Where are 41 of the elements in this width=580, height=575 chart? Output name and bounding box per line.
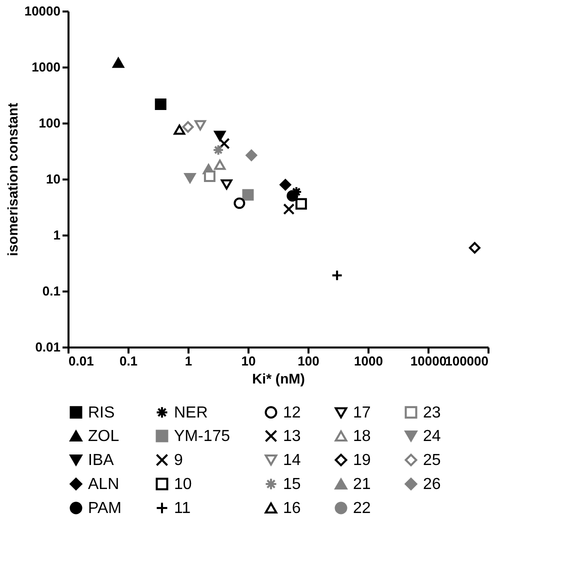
legend-label: NER — [174, 404, 208, 422]
legend-label: 26 — [423, 476, 441, 493]
x-tick-label: 1 — [184, 354, 192, 368]
legend-label: 13 — [283, 428, 301, 445]
y-tick-label: 10 — [46, 172, 60, 186]
y-tick-label: 10000 — [24, 4, 60, 18]
legend-label: 18 — [353, 428, 371, 445]
legend-label: 16 — [283, 500, 301, 517]
y-tick-label: 100 — [38, 116, 60, 130]
legend-label: 9 — [174, 452, 183, 469]
y-tick-label: 0.1 — [42, 284, 60, 298]
y-axis-title: isomerisation constant — [4, 102, 20, 256]
legend-label: 10 — [174, 476, 192, 493]
legend-label: ALN — [88, 476, 120, 493]
y-tick-label: 0.01 — [35, 340, 60, 354]
legend-label: RIS — [88, 404, 115, 422]
x-tick-label: 100000 — [445, 354, 488, 368]
legend-label: 14 — [283, 452, 301, 469]
y-tick-label: 1 — [53, 228, 60, 242]
legend-label: 19 — [353, 452, 371, 469]
x-axis-title: Ki* (nM) — [252, 370, 305, 386]
legend-label: 23 — [423, 404, 441, 422]
legend-label: 22 — [353, 500, 371, 517]
legend-label: 17 — [353, 404, 371, 422]
x-tick-label: 0.1 — [119, 354, 138, 368]
legend-label: 15 — [283, 476, 301, 493]
x-tick-label: 10000 — [410, 354, 447, 368]
x-tick-label: 0.01 — [68, 354, 94, 368]
x-tick-label: 100 — [298, 354, 320, 368]
legend-label: IBA — [88, 452, 114, 469]
legend-label: 21 — [353, 476, 371, 493]
legend-label: ZOL — [88, 428, 120, 445]
y-tick-label: 1000 — [32, 60, 60, 74]
legend-label: PAM — [88, 500, 122, 517]
legend-label: 12 — [283, 404, 301, 422]
x-tick-label: 10 — [241, 354, 256, 368]
x-tick-label: 1000 — [354, 354, 383, 368]
legend-label: 24 — [423, 428, 441, 445]
legend-label: 11 — [174, 500, 191, 517]
legend-label: 25 — [423, 452, 441, 469]
legend-label: YM-175 — [174, 428, 230, 445]
